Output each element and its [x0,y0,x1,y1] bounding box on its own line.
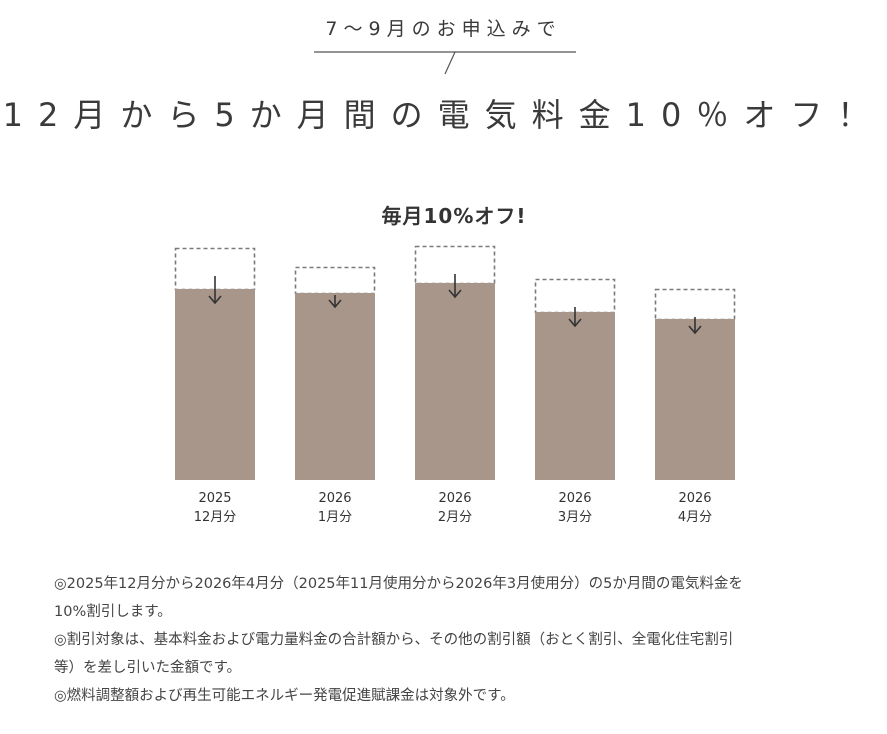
note-line-3: ◎割引対象は、基本料金および電力量料金の合計額から、その他の割引額（おとく割引、… [54,632,734,648]
category-month-label: 2月分 [438,510,472,525]
category-month-label: 12月分 [194,510,237,525]
bar-chart: 2025 12月分 2026 1月分 2026 2月分 2026 3月分 2026 4月分 [174,245,736,525]
category-month-label: 4月分 [678,510,712,525]
discounted-bar [415,283,495,480]
note-line-4: 等）を差し引いた金額です。 [54,660,242,676]
original-amount-outline [174,247,256,291]
down-arrow-head-icon [208,295,222,305]
down-arrow-head-icon [688,325,702,335]
discounted-bar [295,293,375,480]
discounted-bar [535,312,615,480]
discounted-bar [655,319,735,480]
category-year-label: 2026 [318,491,351,506]
notes: ◎2025年12月分から2026年4月分（2025年11月使用分から2026年3… [54,570,854,710]
callout-pointer-line [314,51,576,75]
note-line-5: ◎燃料調整額および再生可能エネルギー発電促進賦課金は対象外です。 [54,688,515,704]
chart-title: 毎月10%オフ! [381,204,527,228]
headline: 12月から5か月間の電気料金10％オフ！ [2,96,885,134]
category-year-label: 2026 [678,491,711,506]
down-arrow-head-icon [448,289,462,299]
down-arrow-head-icon [568,318,582,328]
category-month-label: 3月分 [558,510,592,525]
note-line-1: ◎2025年12月分から2026年4月分（2025年11月使用分から2026年3… [54,576,743,592]
category-month-label: 1月分 [318,510,352,525]
category-year-label: 2026 [438,491,471,506]
original-amount-outline [294,266,376,295]
down-arrow-head-icon [328,299,342,309]
campaign-callout: 7〜9月のお申込みで [325,18,562,40]
category-year-label: 2025 [198,491,231,506]
category-year-label: 2026 [558,491,591,506]
original-amount-outline [654,288,736,321]
discounted-bar [175,289,255,480]
note-line-2: 10%割引します。 [54,604,172,620]
